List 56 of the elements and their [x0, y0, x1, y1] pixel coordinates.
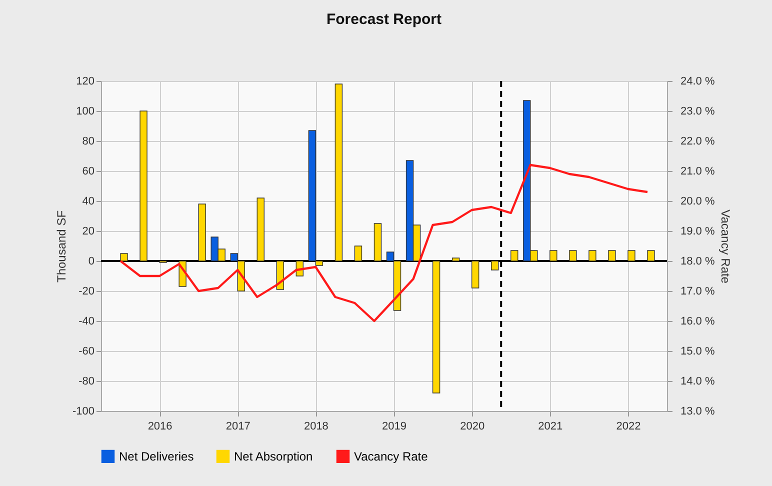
- bar: [569, 250, 577, 262]
- bar: [198, 204, 206, 262]
- legend-label: Net Absorption: [234, 449, 313, 464]
- x-tick-label: 2022: [616, 420, 641, 432]
- y-tick-label: 20: [82, 226, 94, 238]
- y2-tick-label: 20.0 %: [680, 196, 715, 208]
- y2-tick-label: 19.0 %: [680, 226, 715, 238]
- x-tick-label: 2021: [538, 420, 563, 432]
- x-tick-label: 2019: [382, 420, 406, 432]
- y2-tick-label: 21.0 %: [680, 166, 715, 178]
- bar: [256, 198, 264, 262]
- y2-tick-label: 14.0 %: [680, 376, 715, 388]
- y-axis-title: Thousand SF: [54, 210, 68, 283]
- bar: [647, 250, 655, 262]
- chart-title: Forecast Report: [326, 11, 442, 28]
- line-series: [119, 164, 649, 322]
- legend-label: Net Deliveries: [119, 449, 194, 464]
- y2-tick-label: 16.0 %: [680, 316, 715, 328]
- y-tick-label: 0: [88, 256, 94, 268]
- bar: [628, 250, 636, 262]
- bar: [471, 260, 480, 288]
- bar: [334, 84, 343, 262]
- y-tick-label: -20: [78, 286, 94, 298]
- bar: [120, 253, 128, 262]
- x-tick-label: 2018: [304, 420, 328, 432]
- y2-tick-label: 23.0 %: [680, 106, 715, 118]
- bar: [550, 250, 558, 262]
- y-tick-label: 100: [76, 106, 94, 118]
- bar: [452, 258, 460, 262]
- bar: [140, 110, 148, 262]
- y2-tick-label: 18.0 %: [680, 256, 715, 268]
- bar: [374, 223, 382, 262]
- y2-tick-label: 15.0 %: [680, 346, 715, 358]
- y2-axis-title: Vacancy Rate: [718, 210, 733, 284]
- legend-label: Vacancy Rate: [354, 449, 428, 464]
- y2-tick-label: 24.0 %: [680, 76, 715, 88]
- y-tick-label: -40: [78, 316, 94, 328]
- y2-tick-label: 22.0 %: [680, 136, 715, 148]
- bar: [510, 250, 518, 262]
- y-tick-label: -80: [78, 376, 94, 388]
- bar: [608, 250, 616, 262]
- y-tick-label: 60: [82, 166, 94, 178]
- y2-tick-label: 13.0 %: [680, 406, 715, 418]
- bar: [432, 260, 440, 394]
- x-tick-label: 2016: [148, 420, 172, 432]
- y-tick-label: 80: [82, 136, 94, 148]
- x-tick-label: 2017: [226, 420, 250, 432]
- y-tick-label: -60: [78, 346, 94, 358]
- x-tick-label: 2020: [460, 420, 485, 432]
- bar: [588, 250, 596, 262]
- bar: [354, 246, 362, 262]
- y2-tick-label: 17.0 %: [680, 286, 715, 298]
- bar: [490, 260, 499, 270]
- y-tick-label: 40: [82, 196, 94, 208]
- y-tick-label: -100: [72, 406, 94, 418]
- y-tick-label: 120: [76, 76, 94, 88]
